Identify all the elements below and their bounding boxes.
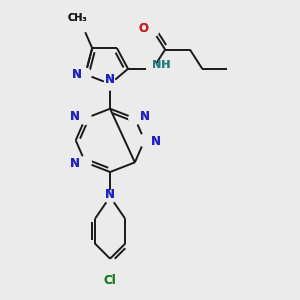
Circle shape <box>138 134 151 146</box>
Text: N: N <box>151 135 160 148</box>
Circle shape <box>104 78 116 90</box>
Text: NH: NH <box>152 60 170 70</box>
Circle shape <box>79 68 92 80</box>
Circle shape <box>79 156 92 168</box>
Text: O: O <box>138 22 148 35</box>
Text: N: N <box>70 110 80 124</box>
Circle shape <box>147 24 159 36</box>
Text: N: N <box>151 135 160 148</box>
Text: CH₃: CH₃ <box>67 13 87 23</box>
Text: Cl: Cl <box>104 274 116 287</box>
Text: O: O <box>138 22 148 35</box>
Circle shape <box>129 112 141 124</box>
Text: N: N <box>70 157 80 170</box>
Circle shape <box>104 191 116 203</box>
Text: N: N <box>70 157 80 170</box>
Text: N: N <box>140 110 150 124</box>
Text: N: N <box>70 110 80 124</box>
Text: N: N <box>104 188 115 200</box>
Text: N: N <box>104 188 115 200</box>
Text: N: N <box>72 68 82 81</box>
Text: N: N <box>140 110 150 124</box>
Text: CH₃: CH₃ <box>67 13 87 23</box>
Text: N: N <box>72 68 82 81</box>
Text: N: N <box>104 73 115 86</box>
Text: N: N <box>104 73 115 86</box>
Circle shape <box>76 20 88 32</box>
Circle shape <box>79 112 92 124</box>
Circle shape <box>147 63 159 75</box>
Text: Cl: Cl <box>104 274 116 287</box>
Text: NH: NH <box>152 60 170 70</box>
